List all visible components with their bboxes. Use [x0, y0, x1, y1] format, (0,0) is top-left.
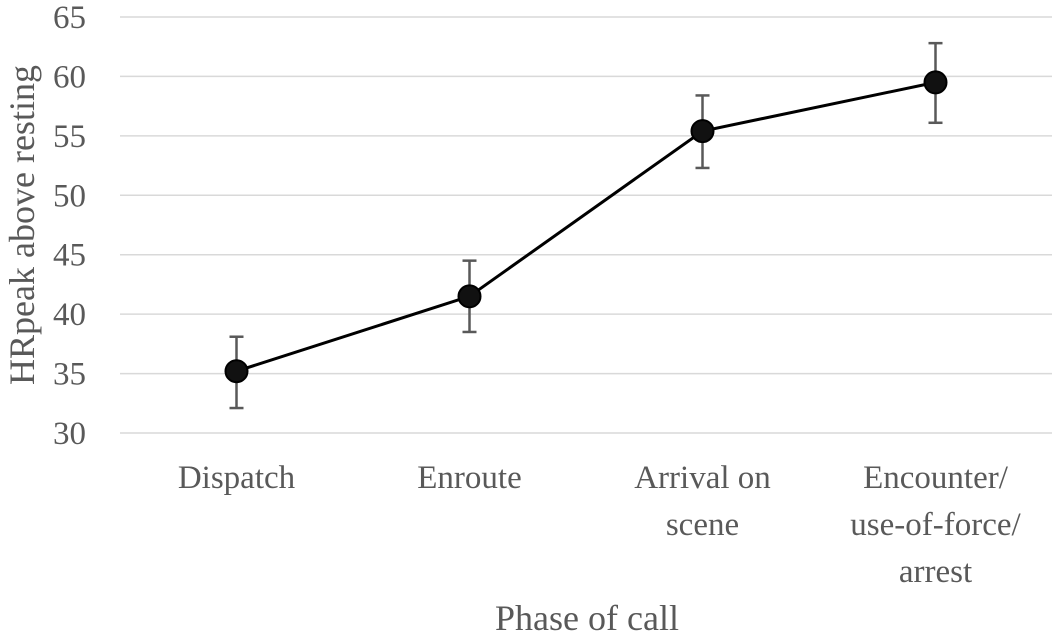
series-line-group: [236, 80, 936, 373]
x-category-label: Enroute: [417, 460, 521, 496]
y-tick-label: 55: [53, 119, 86, 155]
series-line: [236, 80, 936, 373]
data-point: [224, 359, 249, 384]
x-category-label: arrest: [899, 554, 972, 590]
y-tick-label: 45: [53, 238, 86, 274]
y-tick-label: 60: [53, 59, 86, 95]
x-category-label: Arrival on: [634, 460, 771, 496]
y-tick-label: 35: [53, 357, 86, 393]
gridlines: [120, 16, 1052, 434]
data-point: [690, 119, 715, 144]
y-axis-title: HRpeak above resting: [2, 65, 42, 385]
data-point: [923, 70, 948, 95]
y-tick-label: 40: [53, 297, 86, 333]
error-bars: [229, 41, 943, 410]
x-axis-title: Phase of call: [495, 598, 679, 634]
y-tick-label: 65: [53, 0, 86, 36]
data-points: [224, 70, 948, 384]
y-axis-tick-labels: 30 35 40 45 50 55 60 65: [53, 0, 86, 452]
y-tick-label: 30: [53, 416, 86, 452]
x-axis-category-labels: Dispatch Enroute Arrival on scene Encounter/…: [178, 460, 1022, 590]
x-category-label: scene: [666, 507, 739, 543]
y-tick-label: 50: [53, 178, 86, 214]
data-point: [457, 284, 482, 309]
x-category-label: Encounter/: [863, 460, 1009, 496]
x-category-label: use-of-force/: [850, 507, 1021, 543]
x-category-label: Dispatch: [178, 460, 296, 496]
